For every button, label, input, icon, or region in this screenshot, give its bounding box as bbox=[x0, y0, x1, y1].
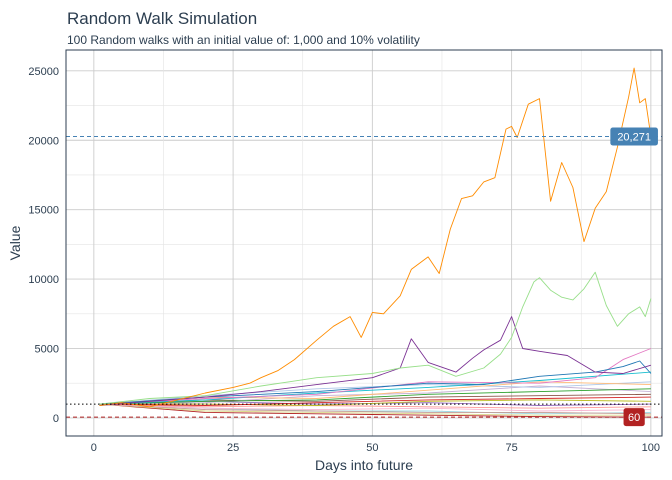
min-value-label-box bbox=[623, 408, 645, 427]
walk-line bbox=[99, 396, 651, 406]
chart-subtitle: 100 Random walks with an initial value o… bbox=[67, 33, 420, 47]
plot-area bbox=[99, 67, 652, 418]
walk-line bbox=[99, 348, 652, 405]
x-tick-label: 25 bbox=[227, 442, 239, 454]
walk-lines bbox=[99, 67, 652, 418]
max-value-label: 20,271 bbox=[617, 131, 651, 143]
y-axis-title: Value bbox=[7, 225, 23, 260]
y-tick-label: 10000 bbox=[28, 274, 59, 286]
y-tick-label: 25000 bbox=[28, 66, 59, 78]
min-value-label: 60 bbox=[628, 412, 640, 424]
walk-line bbox=[99, 316, 652, 406]
y-tick-label: 20000 bbox=[28, 135, 59, 147]
walk-line bbox=[99, 399, 651, 406]
walk-line bbox=[99, 403, 651, 412]
walk-line bbox=[99, 360, 652, 405]
x-tick-label: 0 bbox=[91, 442, 97, 454]
walk-line bbox=[99, 403, 651, 409]
y-tick-label: 5000 bbox=[35, 344, 59, 356]
x-axis-title: Days into future bbox=[315, 457, 413, 473]
reference-lines: 20,271 60 bbox=[66, 127, 662, 427]
walk-line bbox=[99, 403, 651, 415]
x-tick-label: 50 bbox=[366, 442, 378, 454]
walk-line bbox=[99, 67, 652, 408]
plot-panel-border bbox=[65, 49, 663, 437]
walk-line bbox=[99, 403, 651, 416]
walk-line bbox=[99, 388, 651, 405]
max-value-label-box bbox=[610, 127, 658, 146]
x-tick-label: 75 bbox=[505, 442, 517, 454]
axis-ticks: 0 5000 10000 15000 20000 25000 0 25 50 75 100 bbox=[28, 66, 660, 454]
walk-line bbox=[99, 271, 652, 405]
walk-line bbox=[99, 371, 651, 405]
x-tick-label: 100 bbox=[642, 442, 660, 454]
y-tick-label: 0 bbox=[53, 413, 59, 425]
chart-title: Random Walk Simulation bbox=[67, 9, 257, 28]
y-tick-label: 15000 bbox=[28, 205, 59, 217]
